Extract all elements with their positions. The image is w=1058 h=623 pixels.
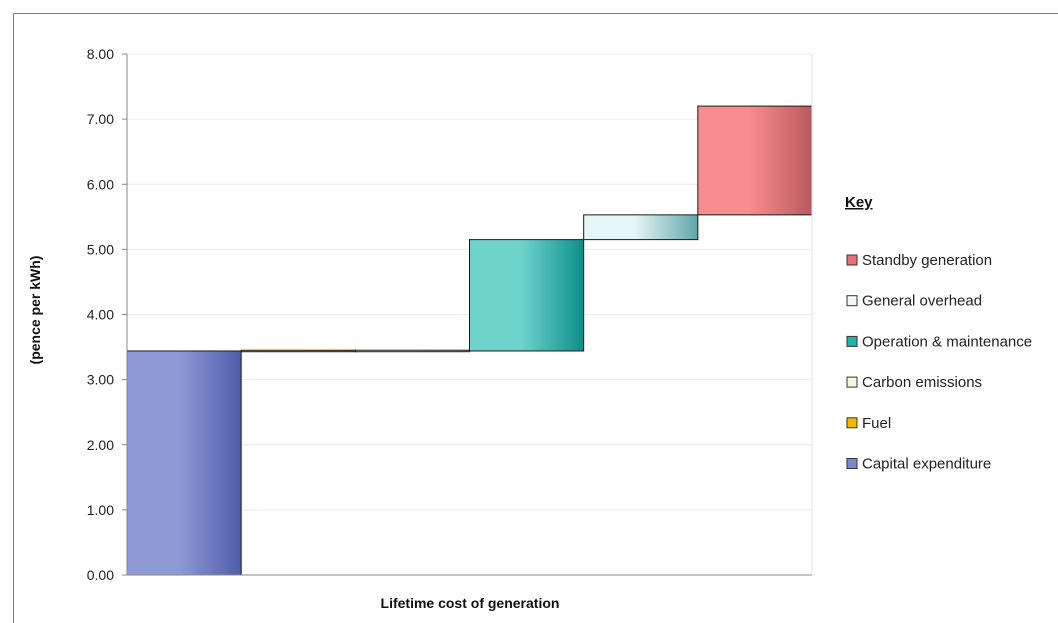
y-tick-label: 2.00: [87, 437, 114, 453]
y-tick-label: 6.00: [87, 176, 114, 192]
bar-fuel: [240, 349, 356, 353]
legend-item-label: Capital expenditure: [862, 456, 991, 473]
legend-swatch: [846, 376, 858, 388]
legend-swatch: [846, 295, 858, 307]
bar-carbon-emissions: [354, 349, 471, 353]
legend-item-label: Operation & maintenance: [862, 333, 1032, 350]
bar-capital-expenditure: [126, 350, 242, 576]
y-axis-label: (pence per kWh): [27, 256, 43, 365]
gridlines: [127, 53, 812, 511]
legend-item-label: Standby generation: [862, 252, 992, 269]
legend: Standby generation General overhead Operat…: [846, 252, 1032, 473]
x-axis-label: Lifetime cost of generation: [381, 595, 560, 611]
y-tick-label: 1.00: [87, 502, 114, 518]
y-tick-label: 7.00: [87, 111, 114, 127]
legend-title: Key: [845, 194, 873, 211]
y-tick-label: 5.00: [87, 241, 114, 257]
legend-item-label: Fuel: [862, 415, 891, 432]
legend-item-label: Carbon emissions: [862, 374, 982, 391]
legend-swatch: [846, 254, 858, 266]
legend-swatch: [846, 458, 858, 469]
legend-item-label: General overhead: [862, 293, 982, 310]
axes: 0.00 1.00 2.00 3.00 4.00 5.00 6.00 7.00 8.00: [87, 46, 813, 583]
bar-operation-maintenance: [469, 239, 585, 352]
legend-swatch: [846, 335, 858, 347]
y-tick-label: 4.00: [87, 307, 114, 323]
bars: [126, 105, 813, 576]
y-tick-label: 8.00: [87, 46, 114, 62]
legend-swatch: [846, 417, 858, 429]
bar-general-overhead: [583, 214, 699, 241]
bar-standby-generation: [697, 105, 813, 216]
y-tick-label: 0.00: [87, 567, 114, 583]
y-tick-label: 3.00: [87, 372, 114, 388]
